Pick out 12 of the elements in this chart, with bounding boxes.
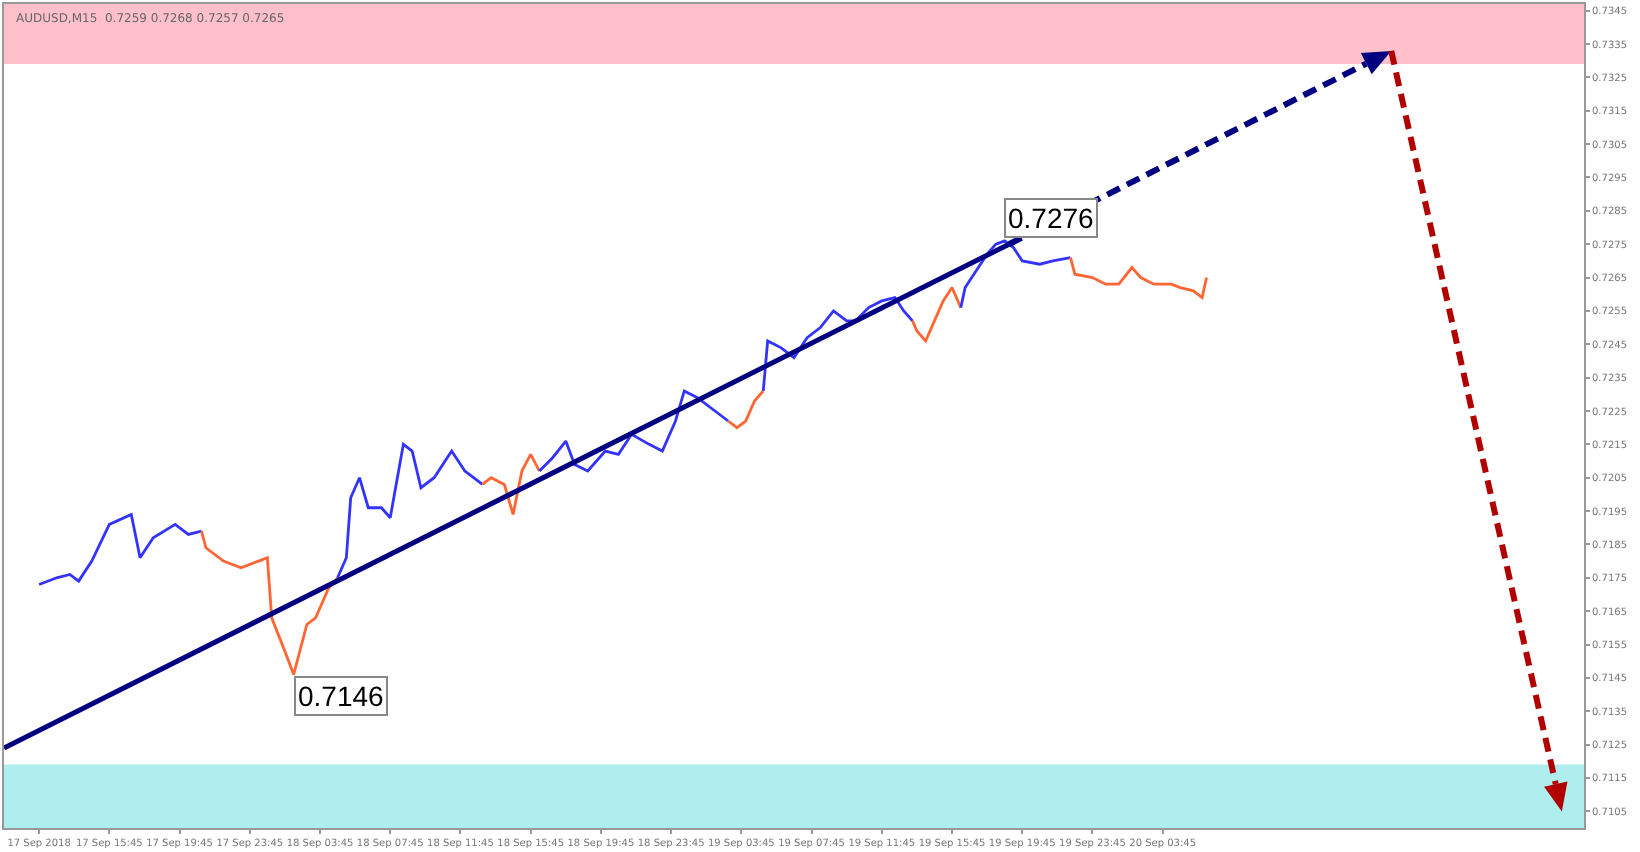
line-series [726,389,765,430]
line-series [1069,256,1208,299]
line-series [480,452,541,516]
annotation: 0.7276 [1008,202,1095,234]
line-series [538,389,730,473]
line-series [336,442,484,580]
annotation: 0.7146 [298,680,385,712]
line-series [200,529,339,676]
line-series [761,296,914,393]
line-series [911,286,963,343]
line-series [959,239,1072,309]
line-series [37,513,203,586]
